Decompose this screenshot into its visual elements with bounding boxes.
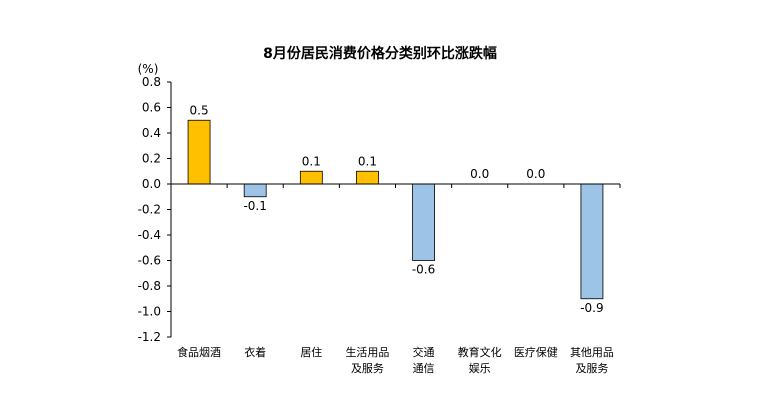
x-tick-label: 生活用品及服务 — [345, 345, 389, 375]
y-tick-label: -0.6 — [138, 254, 161, 268]
x-tick-label: 其他用品及服务 — [570, 346, 614, 375]
y-axis: 0.8 0.6 0.4 0.2 0.0 -0.2 -0.4 -0.6 -0.8 -1.0 -1.2 — [138, 75, 172, 344]
bar — [412, 183, 435, 261]
y-tick-label: 0.2 — [142, 152, 161, 166]
x-axis — [170, 183, 621, 188]
bar-value-label: -0.1 — [243, 199, 266, 213]
y-tick-label: 0.6 — [142, 101, 161, 115]
x-tick-label: 医疗保健 — [514, 345, 558, 359]
x-tick-label: 衣着 — [244, 345, 266, 359]
bar — [580, 183, 604, 300]
chart-title: 8月份居民消费价格分类别环比涨跌幅 — [263, 45, 497, 62]
bar-value-label: 0.1 — [358, 154, 377, 168]
y-axis-unit-label: (%) — [138, 62, 159, 76]
bar-value-label: 0.5 — [190, 103, 209, 117]
bar-value-label: 0.1 — [302, 154, 321, 168]
bar — [243, 183, 267, 198]
x-tick-label: 交通通信 — [413, 345, 435, 375]
bar-value-label: 0.0 — [470, 167, 489, 181]
bar — [187, 119, 211, 185]
y-tick-label: 0.0 — [142, 177, 161, 191]
x-tick-label: 居住 — [300, 345, 322, 359]
bar-value-label: 0.0 — [526, 167, 545, 181]
x-tick-label: 教育文化娱乐 — [458, 345, 502, 375]
y-tick-label: -1.2 — [138, 330, 161, 344]
x-tick-label: 食品烟酒 — [177, 345, 221, 359]
bar-value-label: -0.9 — [580, 301, 603, 315]
bars — [187, 119, 604, 300]
y-tick-label: 0.8 — [142, 75, 161, 89]
y-tick-label: -0.4 — [138, 228, 161, 242]
bar — [356, 170, 379, 185]
y-tick-label: 0.4 — [142, 126, 161, 140]
y-tick-label: -1.0 — [138, 305, 161, 319]
y-tick-label: -0.8 — [138, 279, 161, 293]
y-tick-label: -0.2 — [138, 203, 161, 217]
value-labels: 0.5 -0.1 0.1 0.1 -0.6 0.0 0.0 -0.9 — [190, 103, 604, 315]
bar — [299, 170, 323, 185]
bar-value-label: -0.6 — [412, 263, 435, 277]
